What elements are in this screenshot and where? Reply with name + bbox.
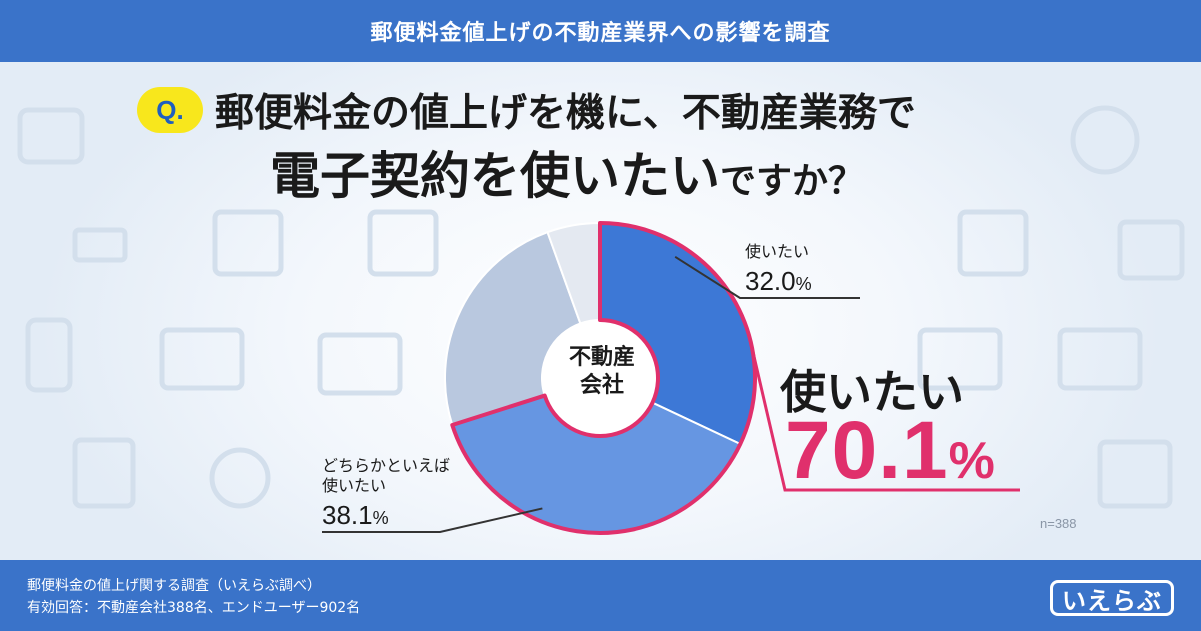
donut-hole	[542, 320, 658, 436]
header-title: 郵便料金値上げの不動産業界への影響を調査	[370, 21, 831, 46]
question-line-2-main: 電子契約を使いたい	[270, 147, 720, 205]
slice2-value: 38.1%	[322, 500, 389, 531]
footer-line-2: 有効回答：不動産会社388名、エンドユーザー902名	[27, 600, 361, 616]
sample-size: n=388	[1040, 516, 1077, 531]
brand-logo-text: いえらぶ	[1062, 586, 1162, 615]
slice1-leader-line	[674, 255, 860, 299]
question-badge: Q.	[137, 87, 203, 133]
question-line-1: 郵便料金の値上げを機に、不動産業務で	[215, 91, 916, 136]
highlight-value-number: 70.1	[785, 405, 949, 496]
slice2-leader-line	[322, 507, 543, 533]
brand-logo: いえらぶ	[1050, 580, 1174, 616]
phone-icon	[17, 107, 85, 165]
question-line-2: 電子契約を使いたいですか？	[270, 136, 864, 208]
highlight-leader-line	[747, 336, 1020, 492]
tablet-icon	[25, 317, 73, 393]
slice2-value-unit: %	[372, 508, 389, 528]
question-badge-text: Q.	[156, 94, 184, 125]
highlight-value: 70.1%	[785, 404, 996, 498]
film-icon	[317, 332, 403, 396]
slice1-label: 使いたい	[745, 242, 810, 261]
clipboard-icon	[72, 437, 136, 509]
slice2-value-number: 38.1	[322, 500, 373, 530]
slice1-value-number: 32.0	[745, 266, 796, 296]
slice1-value-unit: %	[795, 274, 812, 294]
footer-bar	[0, 560, 1201, 631]
photo-icon	[367, 209, 439, 277]
browser-icon	[159, 327, 245, 391]
highlight-label: 使いたい	[780, 365, 964, 419]
highlight-value-unit: %	[948, 432, 996, 490]
card-icon	[1117, 219, 1185, 281]
chart-center-label: 不動産 会社	[546, 344, 658, 400]
center-label-line-1: 不動産	[568, 345, 635, 370]
disc-icon	[209, 447, 271, 509]
video-icon	[1057, 327, 1143, 391]
slice1-value: 32.0%	[745, 266, 812, 297]
image-icon	[212, 209, 284, 277]
question-line-2-tail: ですか？	[720, 161, 865, 202]
center-label-line-2: 会社	[579, 373, 624, 398]
slice2-label-line-1: どちらかといえば	[322, 456, 451, 475]
footer-line-1: 郵便料金の値上げ関する調査（いえらぶ調べ）	[27, 578, 321, 594]
paper-plane-icon	[72, 227, 128, 263]
header-bar: 郵便料金値上げの不動産業界への影響を調査	[0, 0, 1201, 62]
globe-icon	[1070, 105, 1140, 175]
highlight-outline	[450, 221, 757, 535]
window-icon	[917, 327, 1003, 391]
slice2-label-line-2: 使いたい	[322, 476, 387, 495]
newspaper-icon	[1097, 439, 1173, 509]
picture-icon	[957, 209, 1029, 277]
